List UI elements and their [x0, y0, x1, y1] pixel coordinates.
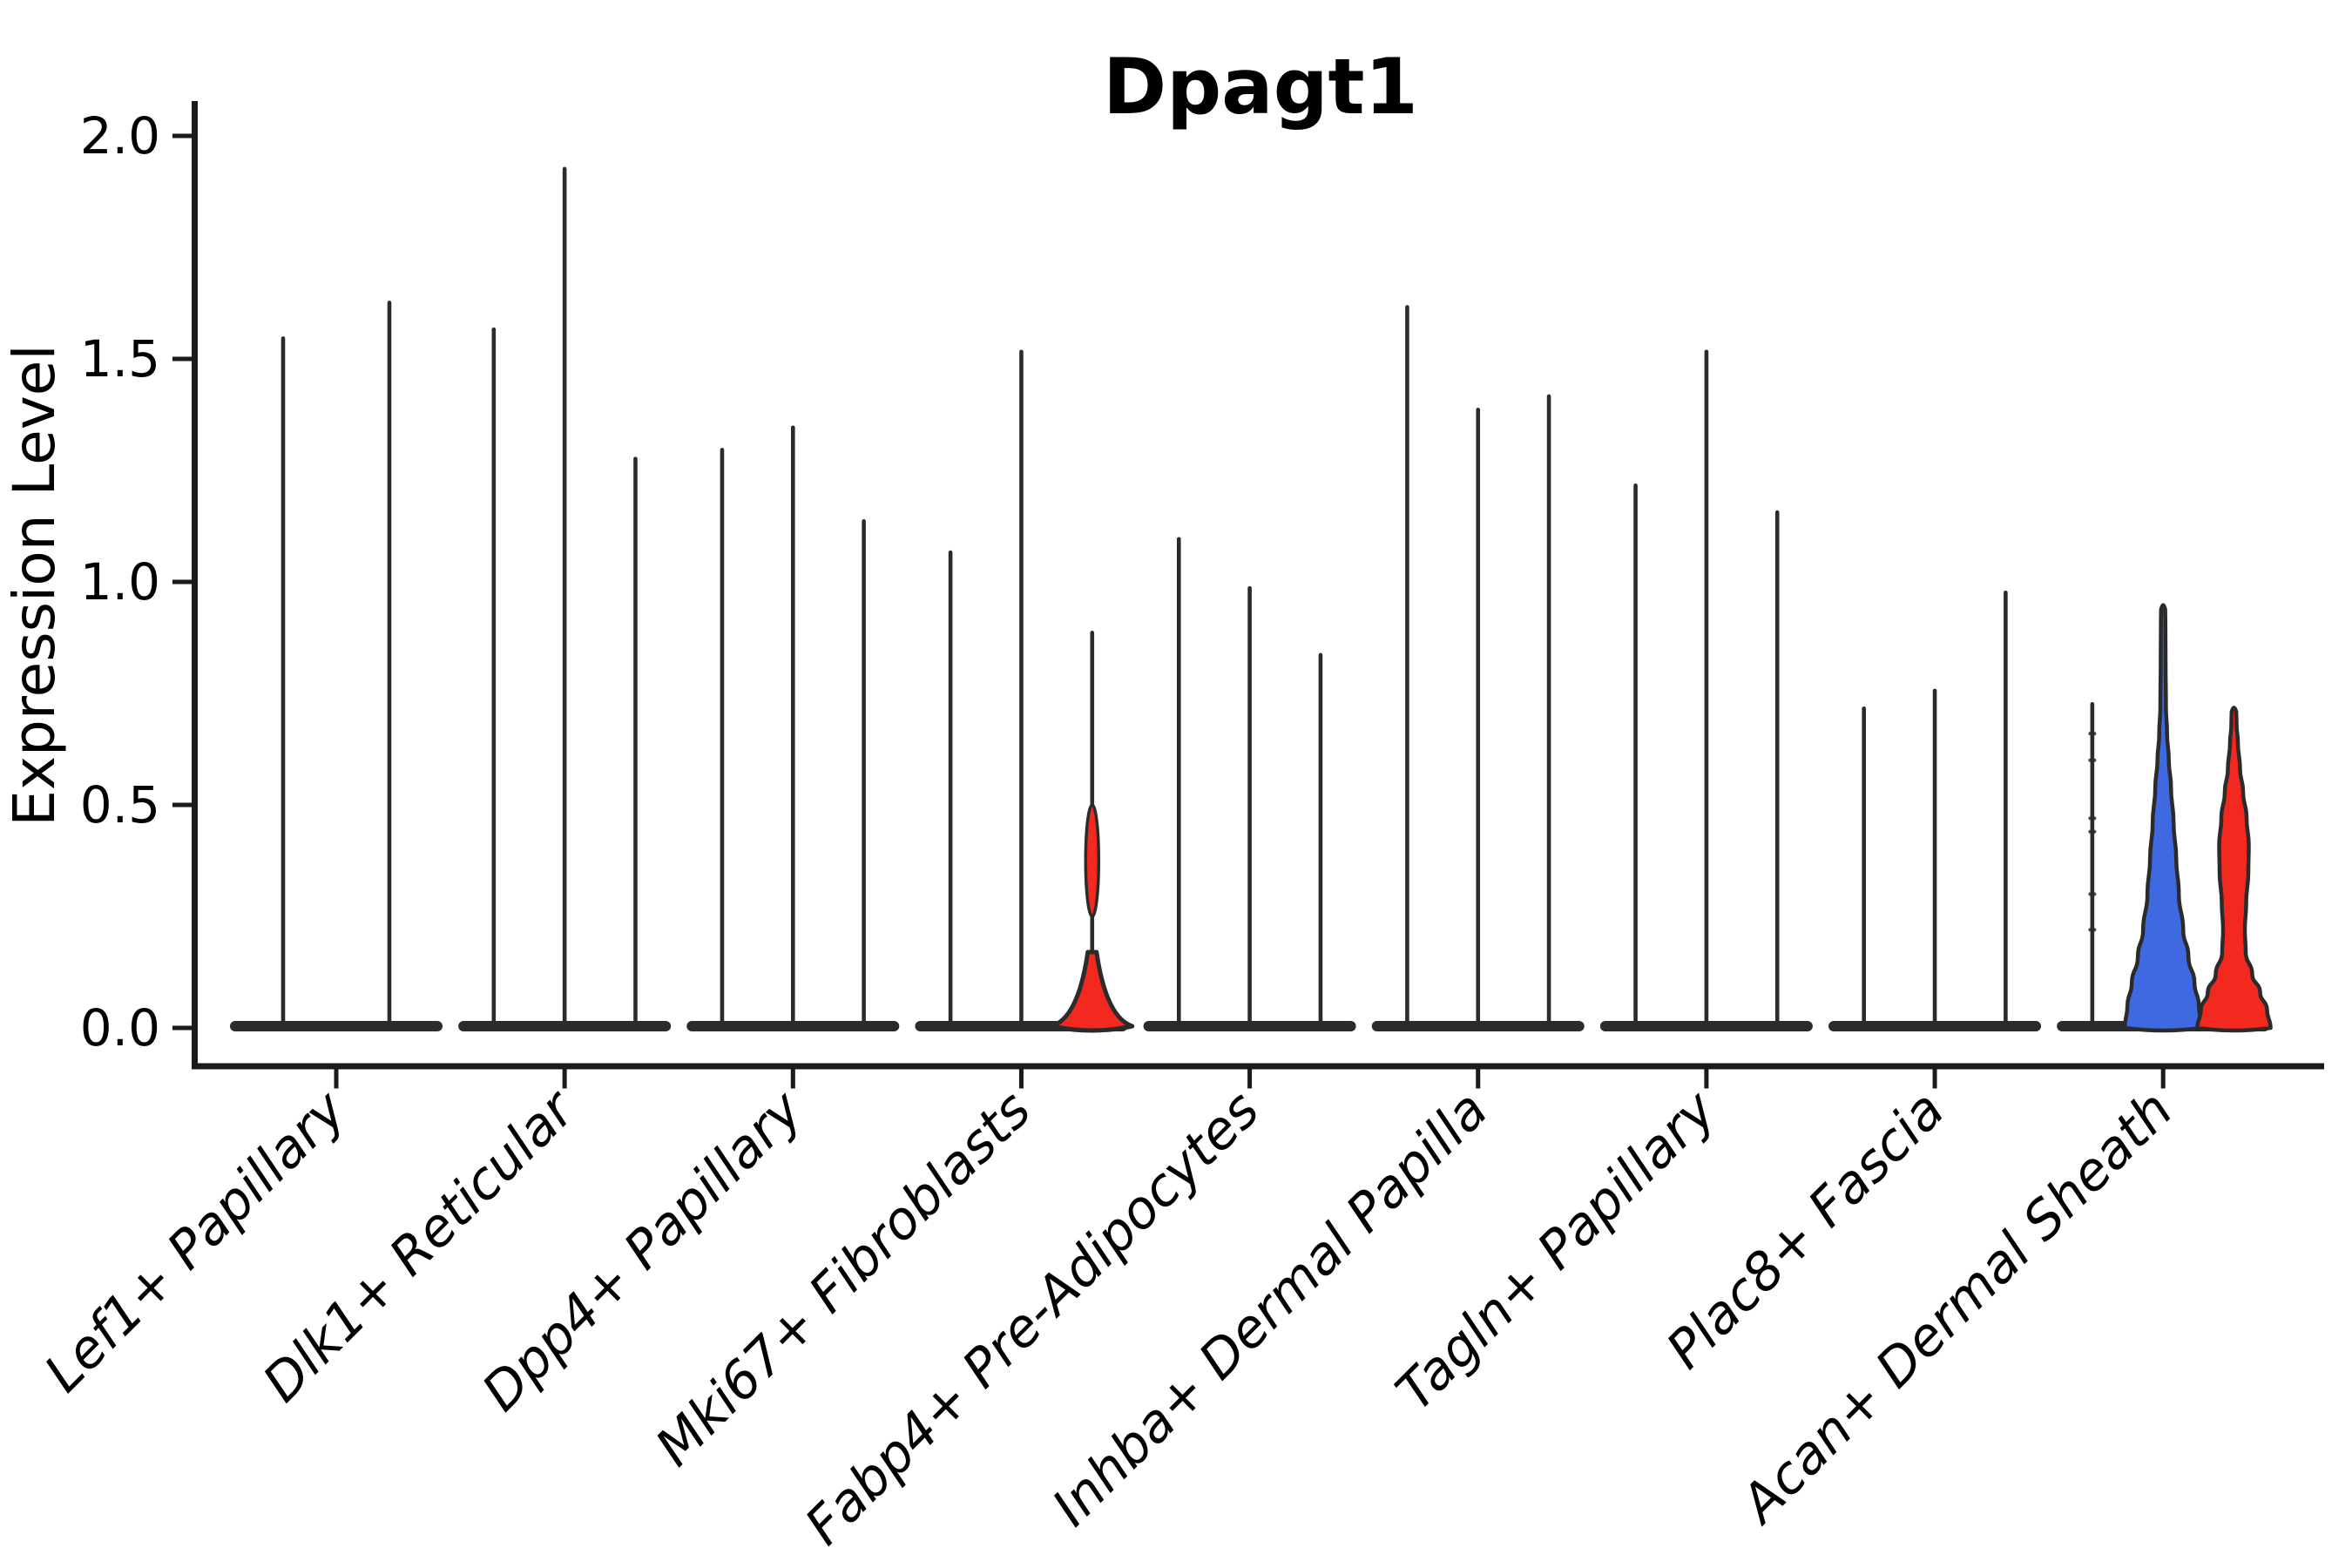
x-tick [334, 1069, 339, 1089]
violin-jitter-dot [2088, 829, 2097, 834]
violin-jitter-dot [2088, 816, 2097, 821]
violin-jitter-dot [2088, 732, 2097, 736]
violin-wide [2195, 706, 2273, 1033]
y-tick-label: 1.5 [80, 329, 160, 389]
x-tick [1704, 1069, 1709, 1089]
violins-layer [230, 166, 2273, 1033]
x-tick-label: Acan+ Dermal Sheath [1727, 1079, 2185, 1537]
x-tick [790, 1069, 795, 1089]
x-tick [1247, 1069, 1253, 1089]
x-tick [1932, 1069, 1937, 1089]
violin-jitter-dot [2088, 928, 2097, 932]
y-tick-label: 2.0 [80, 106, 160, 166]
chart-title: Dpagt1 [1103, 42, 1418, 132]
x-tick-label: Mki67+ Fibroblasts [644, 1079, 1043, 1478]
y-tick [172, 802, 192, 808]
x-axis-spine [192, 1063, 2324, 1070]
y-tick [172, 579, 192, 585]
y-tick [172, 356, 192, 362]
x-tick [1476, 1069, 1481, 1089]
violin-jitter-dot [2088, 758, 2097, 762]
y-axis-spine [192, 101, 198, 1070]
x-tick [2160, 1069, 2166, 1089]
y-tick-label: 1.0 [80, 552, 160, 612]
violin-jitter-dot [2088, 892, 2097, 896]
x-tick [562, 1069, 567, 1089]
violin-wide [2122, 603, 2204, 1033]
violin-base-triangle [1050, 950, 1135, 1033]
y-tick [172, 133, 192, 139]
violin-base-bar [230, 1021, 443, 1031]
violin-lens [1084, 803, 1101, 918]
y-axis-label: Expression Level [1, 344, 68, 826]
x-tick-label: Fabp4+ Pre-Adipocytes [794, 1079, 1271, 1557]
x-tick [1018, 1069, 1024, 1089]
y-tick [172, 1025, 192, 1031]
y-tick-label: 0.0 [80, 998, 160, 1058]
x-tick-label: Inhba+ Dermal Papilla [1041, 1079, 1499, 1538]
y-tick-label: 0.5 [80, 775, 160, 835]
